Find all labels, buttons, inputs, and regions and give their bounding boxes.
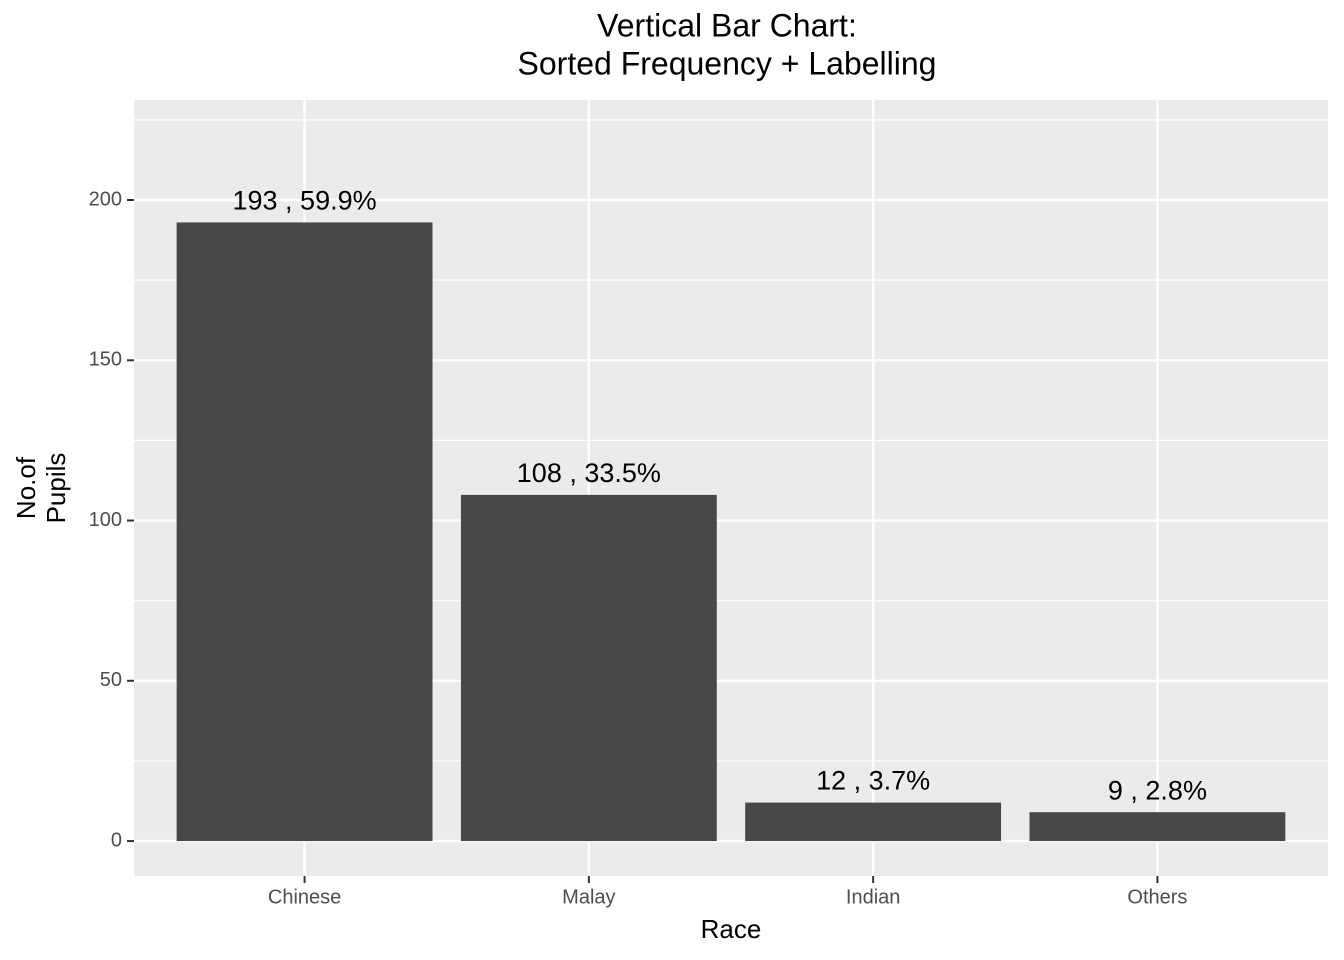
bar (460, 494, 717, 842)
bar (176, 222, 433, 842)
data-label: 108 , 33.5% (517, 458, 661, 488)
y-tick-label: 150 (89, 349, 122, 371)
y-tick-label: 100 (89, 509, 122, 531)
y-tick-label: 0 (111, 829, 122, 851)
x-tick-label: Others (1127, 886, 1187, 908)
data-label: 9 , 2.8% (1108, 775, 1207, 805)
bar (1029, 812, 1286, 842)
y-tick-label: 50 (100, 669, 122, 691)
bar (745, 802, 1002, 842)
x-axis-title: Race (701, 914, 762, 944)
x-tick-label: Malay (562, 886, 615, 908)
y-axis-title: No.of (11, 456, 41, 519)
chart-title: Sorted Frequency + Labelling (518, 45, 937, 81)
x-tick-label: Chinese (268, 886, 341, 908)
chart-title: Vertical Bar Chart: (597, 7, 857, 43)
y-axis-title: Pupils (41, 453, 71, 524)
x-tick-label: Indian (846, 886, 901, 908)
data-label: 12 , 3.7% (816, 766, 930, 796)
data-label: 193 , 59.9% (233, 186, 377, 216)
y-tick-label: 200 (89, 188, 122, 210)
